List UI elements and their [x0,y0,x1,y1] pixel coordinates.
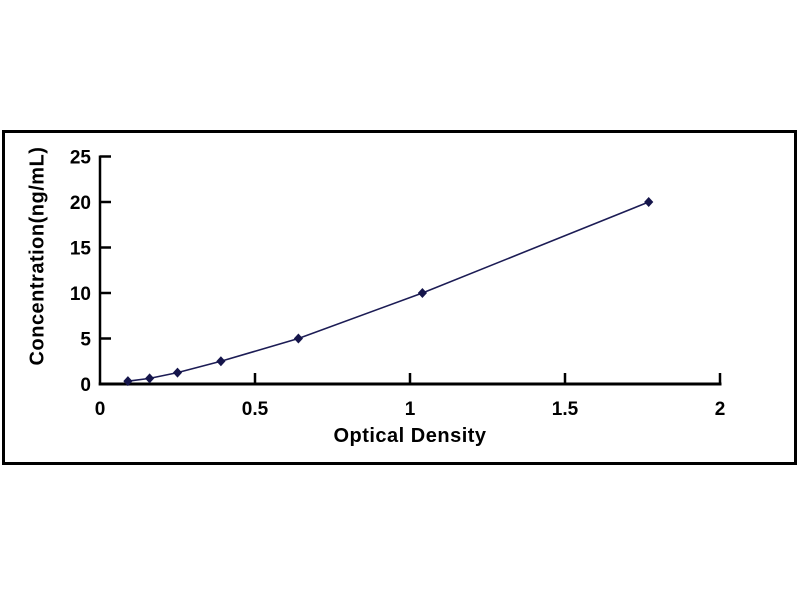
x-tick-label: 1 [405,399,416,420]
x-tick-label: 1.5 [552,399,579,420]
y-tick-label: 20 [70,193,91,214]
x-tick-label: 0 [95,399,106,420]
series-line [127,201,649,382]
data-point-marker [216,356,226,367]
data-point-marker [417,288,427,298]
data-point-marker [123,376,133,387]
plot-frame [2,130,797,465]
y-tick-label: 15 [70,239,92,260]
x-tick-label: 2 [715,399,726,420]
data-point-marker [293,333,303,344]
data-point-marker [145,373,155,384]
y-tick-label: 0 [80,375,91,396]
x-axis-title: Optical Density [333,425,487,447]
y-tick-label: 25 [70,148,92,169]
data-point-marker [172,367,183,378]
y-tick-label: 10 [70,284,91,305]
x-tick-label: 0.5 [242,399,269,420]
y-axis-title: Concentration(ng/mL) [26,146,49,366]
y-tick-label: 5 [80,330,91,351]
data-point-marker [644,197,654,207]
